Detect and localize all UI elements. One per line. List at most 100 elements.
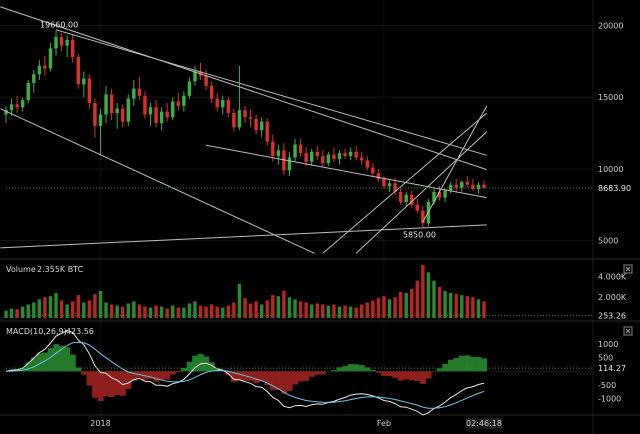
candle-body <box>70 39 75 58</box>
macd-histogram-bar <box>408 371 415 381</box>
volume-bar <box>43 297 47 318</box>
candle-body <box>243 110 247 118</box>
candle-body <box>26 82 30 101</box>
volume-bar <box>48 296 53 318</box>
candle-body <box>432 191 436 202</box>
high-annotation: 19660.00 <box>40 20 78 29</box>
volume-bar <box>437 286 442 318</box>
volume-bar <box>143 306 147 318</box>
y-tick-label: 4.000K <box>598 272 627 281</box>
candle-body <box>132 88 136 99</box>
volume-bar <box>254 301 258 318</box>
macd-histogram-bar <box>53 344 60 372</box>
uptrend-line-c <box>422 105 488 223</box>
volume-bar <box>115 305 119 318</box>
macd-histogram-bar <box>186 361 193 372</box>
macd-histogram-bar <box>286 371 293 392</box>
candle-body <box>54 36 58 49</box>
macd-histogram-bar <box>358 365 365 372</box>
macd-histogram-bar <box>292 371 299 385</box>
candle-body <box>176 101 181 106</box>
candle-body <box>371 167 375 174</box>
candle-body <box>359 157 364 161</box>
macd-histogram-bar <box>342 366 349 372</box>
candle-body <box>98 114 103 126</box>
volume-bars <box>4 265 486 318</box>
macd-histogram-bar <box>258 371 265 382</box>
macd-histogram-bar <box>297 371 304 382</box>
candle-body <box>159 111 164 124</box>
volume-bar <box>70 301 75 318</box>
volume-bar <box>176 307 181 318</box>
y-tick-label: 500 <box>598 354 613 363</box>
candle-body <box>382 178 386 187</box>
candle-body <box>287 157 292 171</box>
macd-histogram-bar <box>192 355 199 372</box>
candle-body <box>410 194 414 205</box>
volume-bar <box>471 297 475 318</box>
volume-label: Volume <box>6 265 36 274</box>
macd-histogram-bar <box>103 371 110 397</box>
macd-histogram-bar <box>331 370 338 372</box>
candle-body <box>187 81 192 96</box>
candle-body <box>354 151 358 158</box>
volume-bar <box>82 302 86 318</box>
volume-bar <box>365 302 370 318</box>
macd-histogram-bar <box>169 371 176 375</box>
volume-bar <box>248 303 253 318</box>
macd-histogram-bar <box>164 371 171 380</box>
volume-bar <box>282 291 286 318</box>
macd-histogram-bar <box>381 371 388 376</box>
macd-histogram-bar <box>481 358 488 372</box>
low-annotation: 5850.00 <box>403 230 436 239</box>
candle-body <box>226 100 231 114</box>
trend-lines[interactable] <box>0 6 488 254</box>
uptrend-line-a <box>322 112 488 254</box>
candle-body <box>104 94 108 115</box>
volume-bar <box>20 306 25 318</box>
candle-body <box>209 85 214 99</box>
x-tick-label: 2018 <box>90 419 110 428</box>
candle-body <box>471 184 475 190</box>
crosshair-time-box <box>466 418 502 429</box>
volume-bar <box>204 306 208 318</box>
y-tick-label: -1000 <box>598 394 621 403</box>
candle-body <box>20 100 25 108</box>
volume-pane: Volume 2.355K BTC 4.000K 2.000K 253.26 <box>4 264 633 320</box>
macd-histogram-bar <box>231 371 237 382</box>
volume-bar <box>65 304 69 318</box>
volume-bar <box>4 310 8 318</box>
volume-bar <box>387 299 392 318</box>
volume-current-value: 2.355K BTC <box>37 265 84 274</box>
downtrend-line <box>206 144 487 199</box>
candle-body <box>276 150 281 157</box>
macd-histogram-bar <box>114 371 121 395</box>
macd-histogram-bar <box>453 357 460 372</box>
macd-histogram-bar <box>308 371 315 377</box>
volume-bar <box>348 306 353 318</box>
macd-histogram-bar <box>281 371 287 394</box>
candle-body <box>421 210 425 224</box>
candle-body <box>476 184 481 190</box>
macd-histogram-bar <box>97 371 104 402</box>
volume-close-icon <box>625 266 631 272</box>
candle-body <box>326 154 331 164</box>
macd-line <box>5 329 485 416</box>
macd-histogram-bar <box>81 371 87 375</box>
volume-bar <box>221 307 225 318</box>
macd-histogram-bar <box>175 371 182 373</box>
volume-bar <box>332 304 336 318</box>
macd-histogram-bar <box>470 356 476 372</box>
macd-label: MACD(10,26,9) <box>6 327 67 336</box>
volume-bar <box>421 265 425 318</box>
macd-histogram-bar <box>31 357 37 372</box>
volume-close-button[interactable] <box>623 264 633 274</box>
candle-body <box>387 183 392 187</box>
macd-close-button[interactable] <box>623 326 633 336</box>
candle-body <box>404 194 408 202</box>
resistance-line <box>0 6 487 171</box>
candle-body <box>393 183 397 192</box>
macd-histogram-bar <box>119 371 126 396</box>
candle-body <box>143 95 147 115</box>
